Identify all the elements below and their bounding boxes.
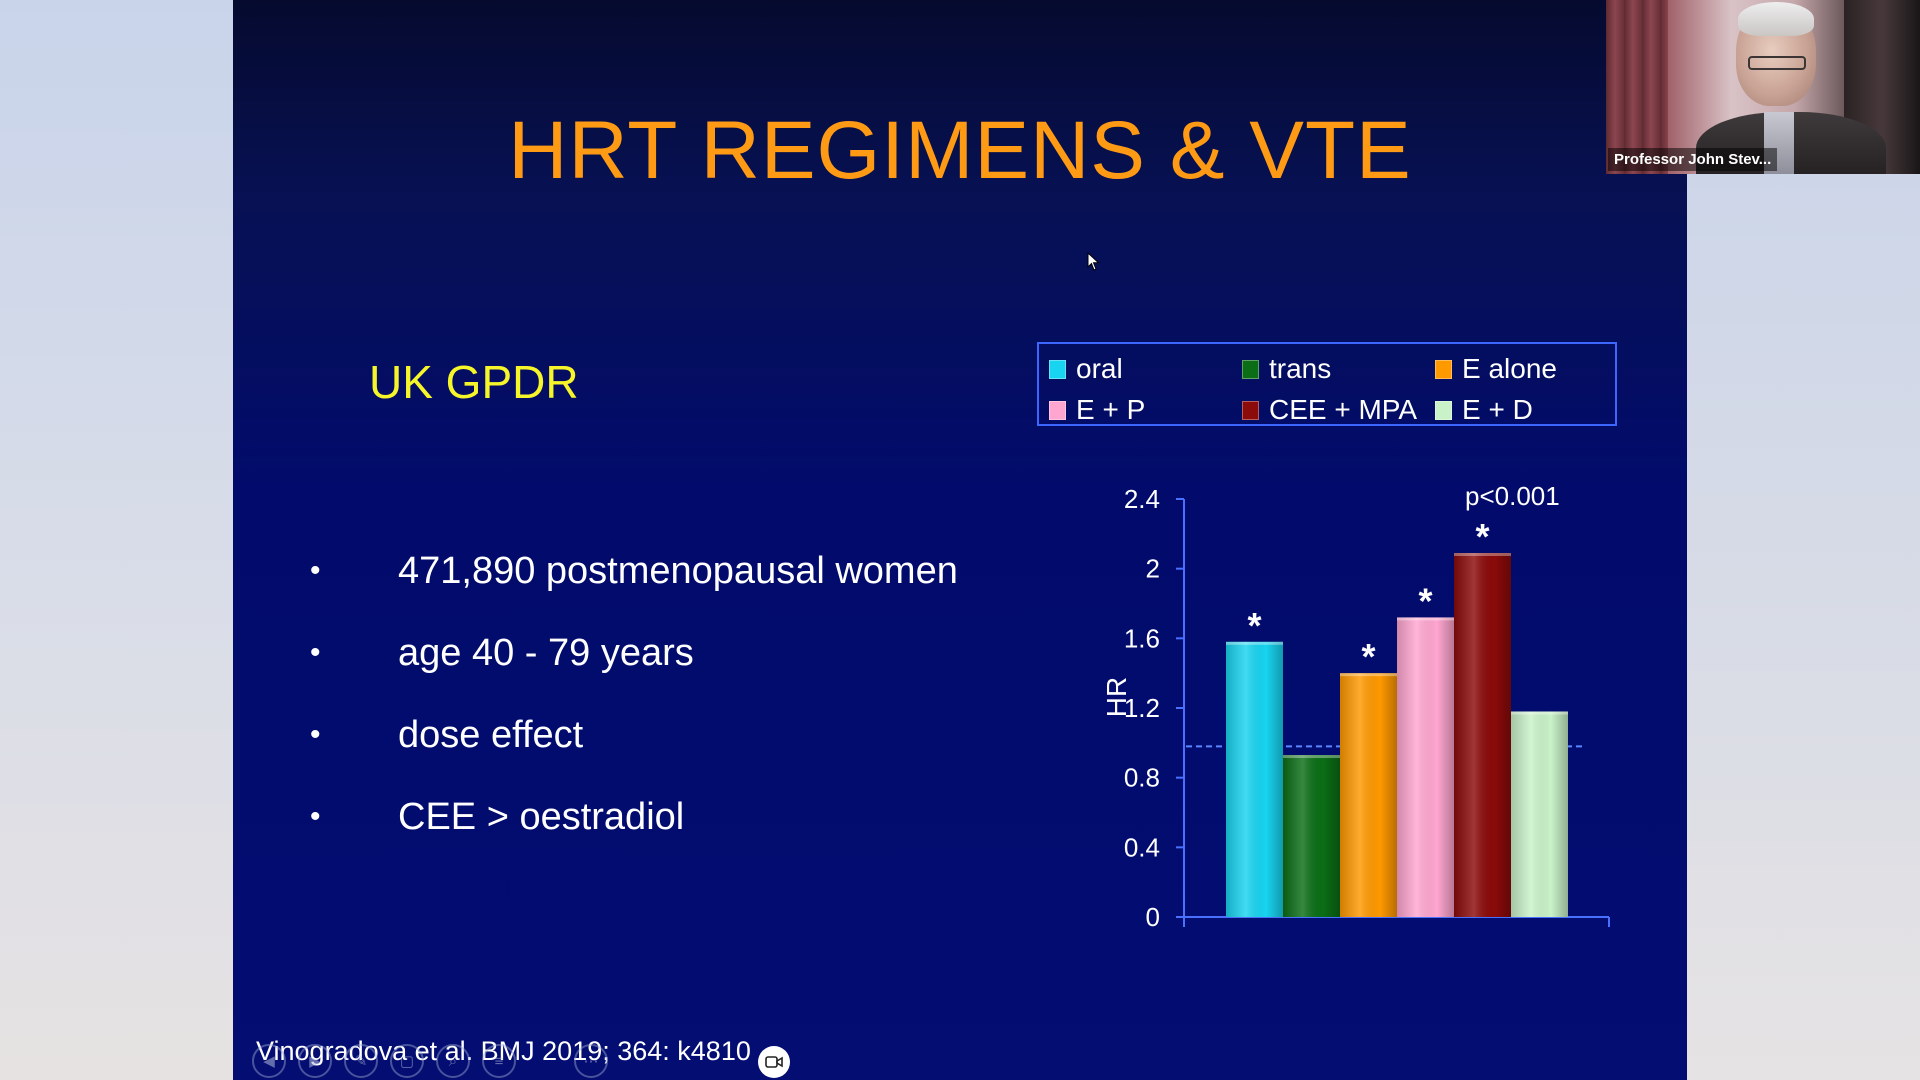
legend-swatch bbox=[1049, 400, 1066, 420]
bar-e-alone bbox=[1340, 673, 1397, 917]
bar-top-highlight bbox=[1454, 552, 1511, 556]
legend-item-e-plus-p: E + P bbox=[1049, 394, 1145, 426]
significance-star: * bbox=[1247, 605, 1261, 646]
y-tick-label: 1.2 bbox=[1124, 693, 1160, 723]
y-tick-label: 1.6 bbox=[1124, 623, 1160, 653]
presentation-slide: HRT REGIMENS & VTE UK GPDR • 471,890 post… bbox=[233, 0, 1687, 1080]
p-value-annotation: p<0.001 bbox=[1465, 481, 1560, 511]
participant-name-label: Professor John Stev... bbox=[1608, 148, 1778, 171]
pen-icon[interactable]: ✎ bbox=[344, 1044, 378, 1078]
bullet-dot-icon: • bbox=[310, 800, 321, 833]
bar-top-highlight bbox=[1226, 641, 1283, 645]
pages-icon[interactable]: ▢ bbox=[390, 1044, 424, 1078]
bar-cee-mpa bbox=[1454, 552, 1511, 917]
bar-trans bbox=[1283, 755, 1340, 917]
bar-top-highlight bbox=[1397, 617, 1454, 621]
legend-swatch bbox=[1049, 359, 1066, 379]
y-tick-label: 0.4 bbox=[1124, 832, 1160, 862]
zoom-icon[interactable]: ⌕ bbox=[436, 1044, 470, 1078]
bullet-dot-icon: • bbox=[310, 636, 321, 669]
mouse-cursor-icon bbox=[1087, 252, 1100, 271]
bullet-item: • dose effect bbox=[310, 694, 958, 776]
bar-top-highlight bbox=[1283, 755, 1340, 759]
bar-shading bbox=[1226, 641, 1283, 917]
significance-star: * bbox=[1475, 516, 1489, 557]
next-icon[interactable]: ▶ bbox=[298, 1044, 332, 1078]
y-tick-label: 0 bbox=[1146, 902, 1160, 932]
legend-swatch bbox=[1242, 400, 1259, 420]
bar-shading bbox=[1511, 711, 1568, 917]
bullet-text: 471,890 postmenopausal women bbox=[398, 549, 958, 592]
bar-shading bbox=[1397, 617, 1454, 917]
y-tick-label: 2.4 bbox=[1124, 484, 1160, 514]
participant-hair bbox=[1738, 2, 1814, 36]
legend-label: E + P bbox=[1076, 394, 1146, 425]
legend-item-cee-mpa: CEE + MPA bbox=[1242, 394, 1417, 426]
significance-star: * bbox=[1361, 636, 1375, 677]
bar-shading bbox=[1454, 552, 1511, 917]
y-tick-label: 0.8 bbox=[1124, 763, 1160, 793]
significance-star: * bbox=[1418, 580, 1432, 621]
legend-swatch bbox=[1435, 359, 1452, 379]
camera-icon[interactable] bbox=[758, 1046, 790, 1078]
bullet-list: • 471,890 postmenopausal women • age 40 - … bbox=[310, 530, 958, 858]
legend-item-oral: oral bbox=[1049, 353, 1123, 385]
bullet-text: age 40 - 79 years bbox=[398, 631, 694, 674]
background-curtain bbox=[1606, 0, 1668, 174]
desktop-background-right bbox=[1687, 0, 1920, 1080]
bar-e-d bbox=[1511, 711, 1568, 917]
bar-top-highlight bbox=[1511, 711, 1568, 715]
chart-legend: oral trans E alone E + P CEE + MPA E + D bbox=[1037, 342, 1617, 426]
bar-top-highlight bbox=[1340, 673, 1397, 677]
bullet-text: CEE > oestradiol bbox=[398, 795, 685, 838]
bar-shading bbox=[1340, 673, 1397, 917]
slide-title: HRT REGIMENS & VTE bbox=[508, 105, 1412, 196]
y-axis-label: HR bbox=[1101, 677, 1132, 717]
bar-shading bbox=[1283, 755, 1340, 917]
bullet-dot-icon: • bbox=[310, 554, 321, 587]
bullet-item: • 471,890 postmenopausal women bbox=[310, 530, 958, 612]
bar-e-p bbox=[1397, 617, 1454, 917]
y-tick-label: 2 bbox=[1146, 554, 1160, 584]
desktop-background-left bbox=[0, 0, 233, 1080]
legend-swatch bbox=[1435, 400, 1452, 420]
bullet-item: • CEE > oestradiol bbox=[310, 776, 958, 858]
bullet-item: • age 40 - 79 years bbox=[310, 612, 958, 694]
slideshow-controls: ◀ ▶ ✎ ▢ ⌕ ≡ ⋯ bbox=[252, 1044, 608, 1078]
legend-label: CEE + MPA bbox=[1269, 394, 1418, 425]
legend-label: E + D bbox=[1462, 394, 1533, 425]
more-icon[interactable]: ⋯ bbox=[574, 1044, 608, 1078]
bullet-text: dose effect bbox=[398, 713, 584, 756]
legend-item-e-alone: E alone bbox=[1435, 353, 1557, 385]
legend-item-e-plus-d: E + D bbox=[1435, 394, 1533, 426]
slide-subtitle: UK GPDR bbox=[369, 356, 579, 408]
participant-video-tile[interactable]: Professor John Stev... bbox=[1606, 0, 1920, 174]
legend-item-trans: trans bbox=[1242, 353, 1331, 385]
legend-label: E alone bbox=[1462, 353, 1557, 384]
legend-swatch bbox=[1242, 359, 1259, 379]
prev-icon[interactable]: ◀ bbox=[252, 1044, 286, 1078]
bullet-dot-icon: • bbox=[310, 718, 321, 751]
legend-label: trans bbox=[1269, 353, 1332, 384]
menu-icon[interactable]: ≡ bbox=[482, 1044, 516, 1078]
video-camera-icon bbox=[765, 1056, 783, 1068]
legend-label: oral bbox=[1076, 353, 1123, 384]
bar-oral bbox=[1226, 641, 1283, 917]
participant-glasses bbox=[1748, 56, 1806, 70]
